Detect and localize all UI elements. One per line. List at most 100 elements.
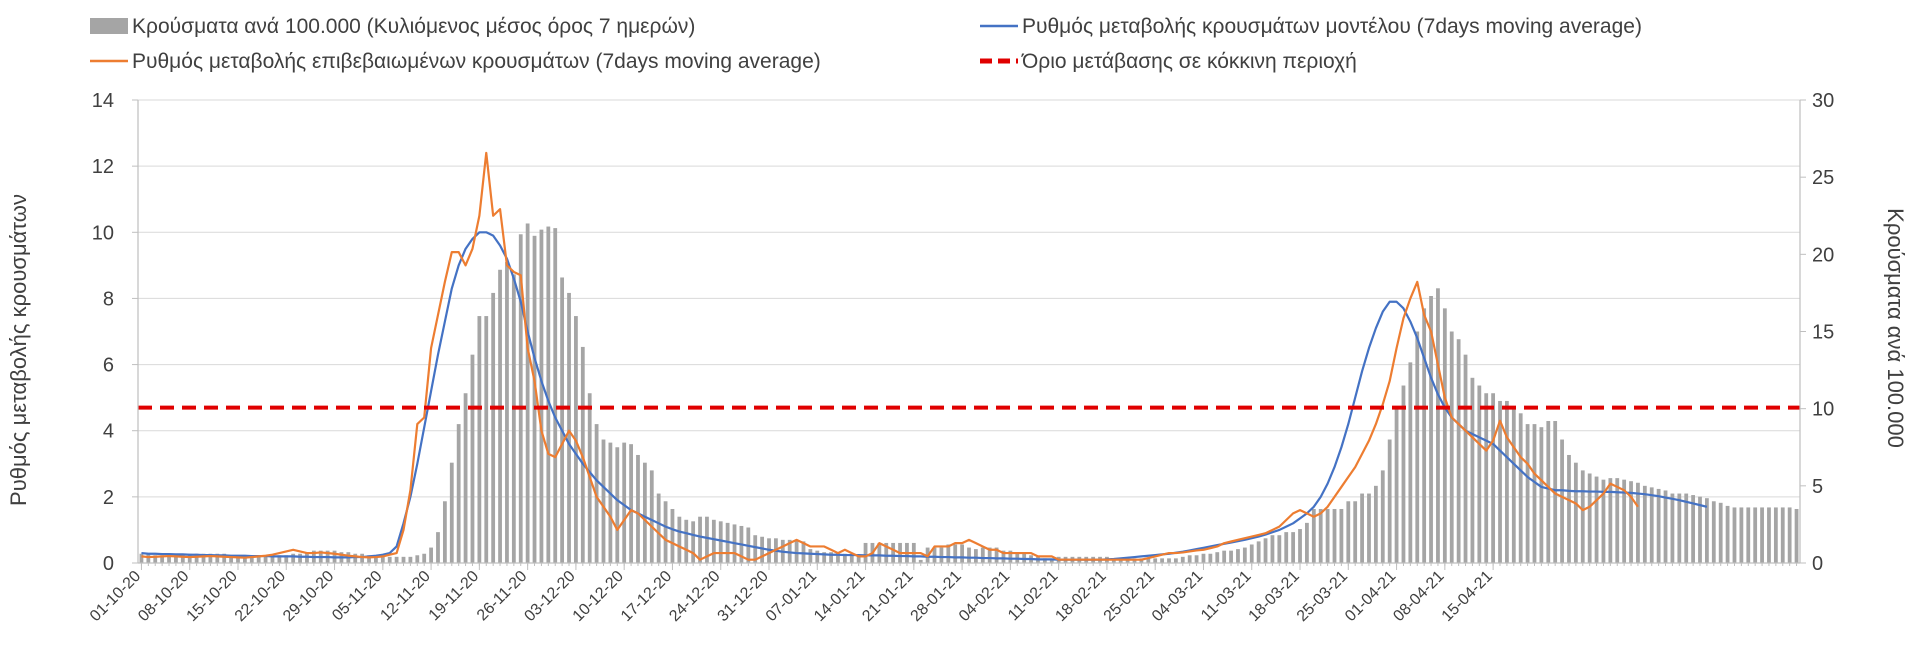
- bar: [1001, 550, 1006, 563]
- bar: [1332, 508, 1337, 563]
- bar: [1670, 493, 1675, 563]
- legend-swatch-bars: [90, 18, 128, 34]
- bar: [470, 354, 475, 563]
- bar: [677, 516, 682, 563]
- bar: [1518, 413, 1523, 563]
- bar: [1422, 308, 1427, 563]
- y-left-tick-label: 0: [103, 553, 114, 575]
- bar: [180, 555, 185, 563]
- bar: [656, 493, 661, 563]
- bar: [1408, 362, 1413, 563]
- bar: [629, 444, 633, 563]
- bar: [615, 447, 620, 563]
- bar: [760, 536, 765, 563]
- legend: Κρούσματα ανά 100.000 (Κυλιόμενος μέσος …: [90, 15, 1642, 73]
- bar: [1753, 507, 1758, 563]
- bar: [1353, 501, 1358, 563]
- bar: [525, 223, 530, 563]
- bar: [1629, 481, 1633, 563]
- bar: [1698, 496, 1702, 563]
- y-axis-left-title: Ρυθμός μεταβολής κρουσμάτων: [6, 194, 31, 506]
- bar: [353, 553, 358, 563]
- bar: [842, 553, 847, 563]
- bar: [1732, 507, 1737, 563]
- y-left-tick-label: 12: [92, 156, 114, 178]
- bar: [1642, 485, 1647, 563]
- bar: [229, 555, 233, 563]
- bar: [1160, 558, 1164, 563]
- bar: [608, 442, 613, 563]
- bar: [160, 555, 165, 563]
- bar: [1477, 385, 1482, 563]
- bar: [442, 501, 447, 563]
- bar: [684, 519, 689, 563]
- bar: [1456, 339, 1461, 563]
- y-right-tick-label: 25: [1812, 167, 1834, 189]
- y-right-tick-label: 10: [1812, 399, 1834, 421]
- bar: [1794, 508, 1799, 563]
- bar: [291, 553, 296, 563]
- bar: [1167, 558, 1171, 563]
- y-left-tick-label: 8: [103, 288, 114, 310]
- bar: [753, 535, 758, 563]
- bar: [1601, 479, 1606, 563]
- bar: [1780, 507, 1785, 563]
- bar: [153, 555, 158, 563]
- bar: [1773, 507, 1778, 563]
- bar: [939, 547, 944, 563]
- bar: [1615, 478, 1620, 563]
- bar: [1367, 493, 1371, 563]
- bar: [1042, 558, 1047, 563]
- bar: [553, 228, 558, 563]
- bar: [1180, 556, 1185, 563]
- bar: [622, 442, 627, 563]
- bar: [387, 556, 392, 563]
- bar: [1298, 529, 1302, 563]
- bar: [256, 556, 261, 563]
- bar: [139, 553, 144, 563]
- bar: [863, 542, 868, 563]
- bar: [298, 553, 302, 563]
- bar: [215, 553, 220, 563]
- bar: [1215, 552, 1220, 563]
- bar: [1718, 502, 1723, 563]
- bar: [1305, 522, 1309, 563]
- bar: [691, 521, 696, 563]
- bar: [436, 532, 440, 563]
- bar: [967, 547, 971, 563]
- bar: [1449, 331, 1454, 563]
- bar: [1767, 507, 1771, 563]
- bar: [360, 553, 365, 563]
- bar: [1277, 535, 1282, 563]
- bar: [174, 555, 178, 563]
- bar: [498, 269, 502, 563]
- bar: [1505, 400, 1509, 563]
- bar: [1263, 538, 1268, 563]
- bar: [194, 553, 199, 563]
- legend-label-model: Ρυθμός μεταβολής κρουσμάτων μοντέλου (7d…: [1022, 15, 1642, 38]
- bar: [511, 274, 516, 563]
- y-right-tick-label: 15: [1812, 322, 1834, 344]
- bar: [1491, 393, 1496, 563]
- y-left-tick-label: 4: [103, 421, 114, 443]
- bar: [1739, 507, 1744, 563]
- bar: [1436, 288, 1440, 563]
- y-left-tick-label: 10: [92, 222, 114, 244]
- bar: [1525, 424, 1530, 563]
- legend-label-threshold: Όριο μετάβασης σε κόκκινη περιοχή: [1021, 50, 1357, 73]
- bar: [1008, 550, 1013, 563]
- bar: [801, 541, 806, 563]
- bar: [1187, 555, 1192, 563]
- y-left-tick-label: 6: [103, 355, 114, 377]
- bar: [1587, 473, 1592, 563]
- bar: [663, 501, 668, 563]
- bar: [1049, 559, 1054, 563]
- bar: [1325, 508, 1330, 563]
- bar: [884, 542, 889, 563]
- bar: [891, 542, 896, 563]
- bar: [1573, 462, 1578, 563]
- bar: [1553, 421, 1558, 563]
- y-right-tick-label: 30: [1812, 90, 1834, 112]
- bar: [670, 508, 675, 563]
- bar: [1339, 508, 1344, 563]
